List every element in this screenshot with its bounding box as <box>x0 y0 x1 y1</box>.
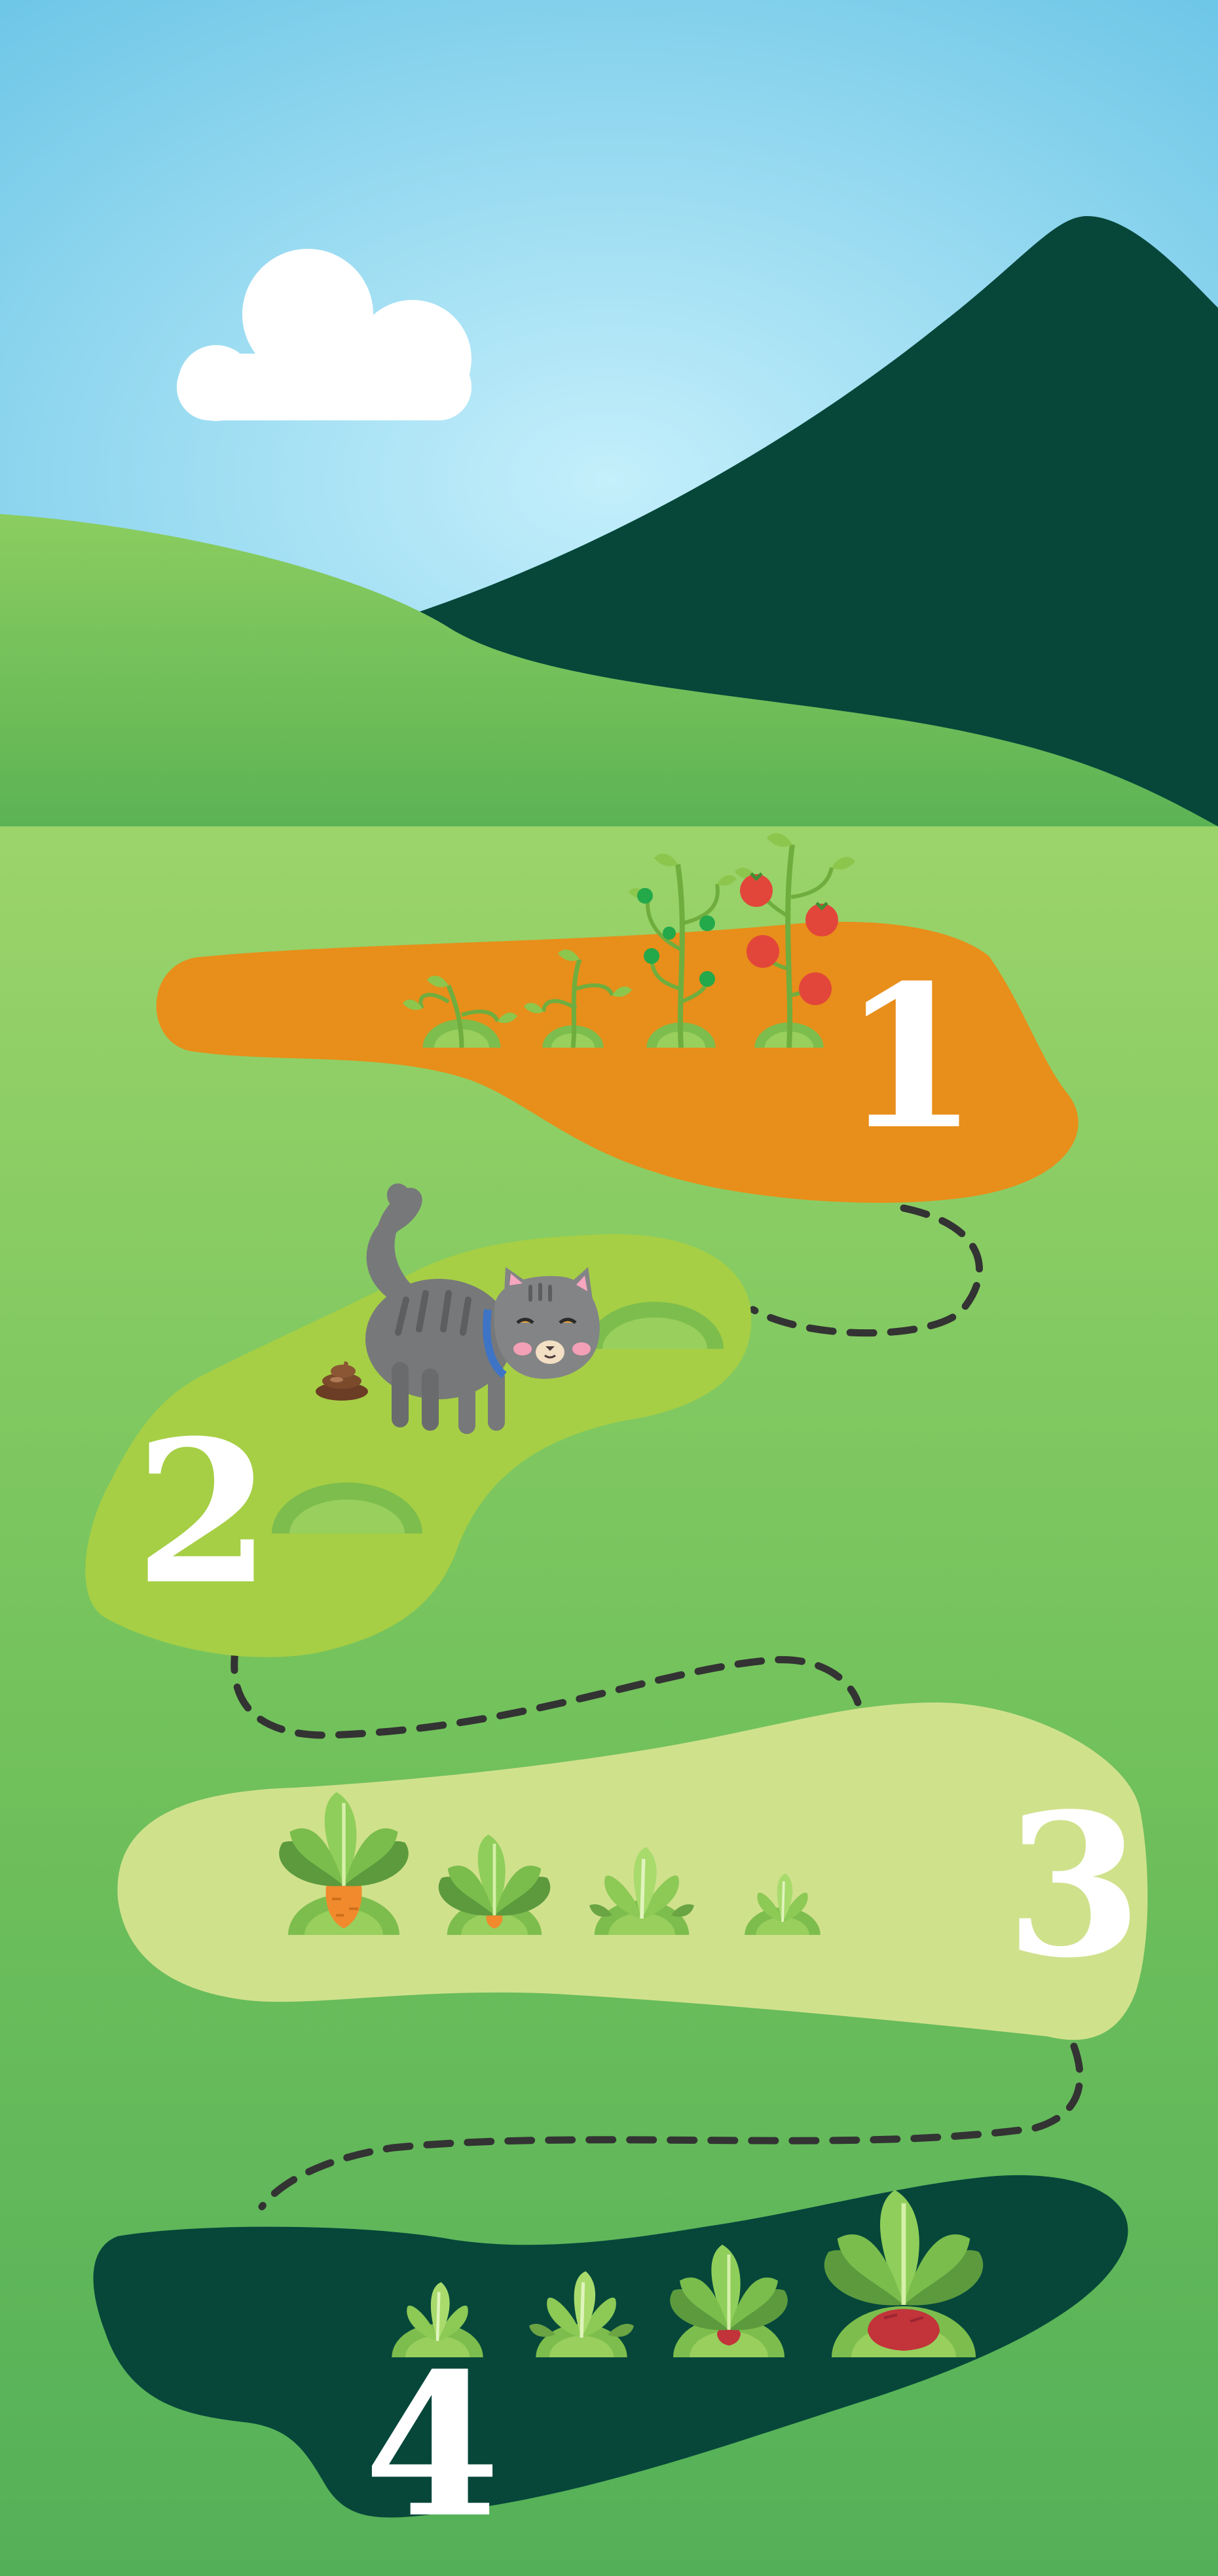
step-1-number: 1 <box>842 942 979 1173</box>
dashed-path <box>231 1204 1084 2211</box>
tomato-plant-icon <box>629 853 737 1048</box>
step-2-number: 2 <box>135 1397 272 1628</box>
beet-icon <box>670 2245 788 2357</box>
step-3: 3 <box>117 1702 1148 2040</box>
tomato-plant-icon <box>735 833 855 1048</box>
step-4: 4 <box>93 2175 1128 2561</box>
beet-seedling-icon <box>529 2272 634 2357</box>
step-4-number: 4 <box>364 2330 501 2561</box>
carrot-icon <box>279 1792 409 1935</box>
beet-icon <box>824 2190 984 2357</box>
step-1-plot <box>156 921 1079 1203</box>
cat-icon <box>365 1183 600 1434</box>
dirt-mound-icon <box>272 1482 422 1534</box>
tomato-seedling-icon <box>403 976 517 1048</box>
step-3-number: 3 <box>1006 1770 1143 2001</box>
tomato-seedling-icon <box>524 949 632 1048</box>
carrot-seedling-icon <box>589 1847 694 1935</box>
hill <box>0 514 1218 826</box>
cloud-icon <box>177 249 471 421</box>
step-3-plot <box>117 1702 1148 2040</box>
step-1: 1 <box>156 833 1079 1203</box>
step-2: 2 <box>85 1183 752 1657</box>
dirt-mound-icon <box>586 1302 724 1349</box>
poop-icon <box>316 1361 368 1401</box>
carrot-icon <box>439 1835 551 1935</box>
